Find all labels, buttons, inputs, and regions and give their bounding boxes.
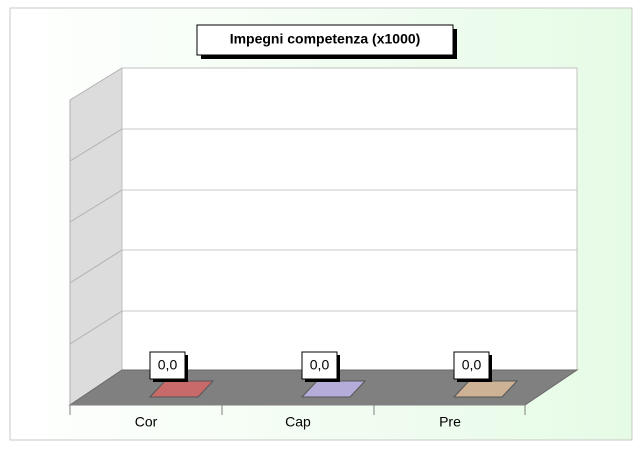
x-axis — [69, 404, 526, 415]
value-label-box — [453, 351, 490, 380]
side-wall — [69, 67, 123, 406]
value-label-box — [301, 351, 338, 380]
bar — [452, 380, 519, 398]
value-label: 0,0 — [462, 357, 482, 373]
x-tick-label: Pre — [439, 414, 461, 430]
bar — [300, 380, 367, 398]
wall-lines — [69, 128, 577, 345]
x-tick-label: Cap — [285, 414, 311, 430]
value-label-box — [149, 351, 186, 380]
title-box — [196, 24, 454, 56]
back-wall — [121, 67, 578, 371]
bar — [148, 380, 215, 398]
x-tick-label: Cor — [135, 414, 158, 430]
value-label: 0,0 — [310, 357, 330, 373]
value-label: 0,0 — [158, 357, 178, 373]
chart-title: Impegni competenza (x1000) — [230, 31, 421, 47]
